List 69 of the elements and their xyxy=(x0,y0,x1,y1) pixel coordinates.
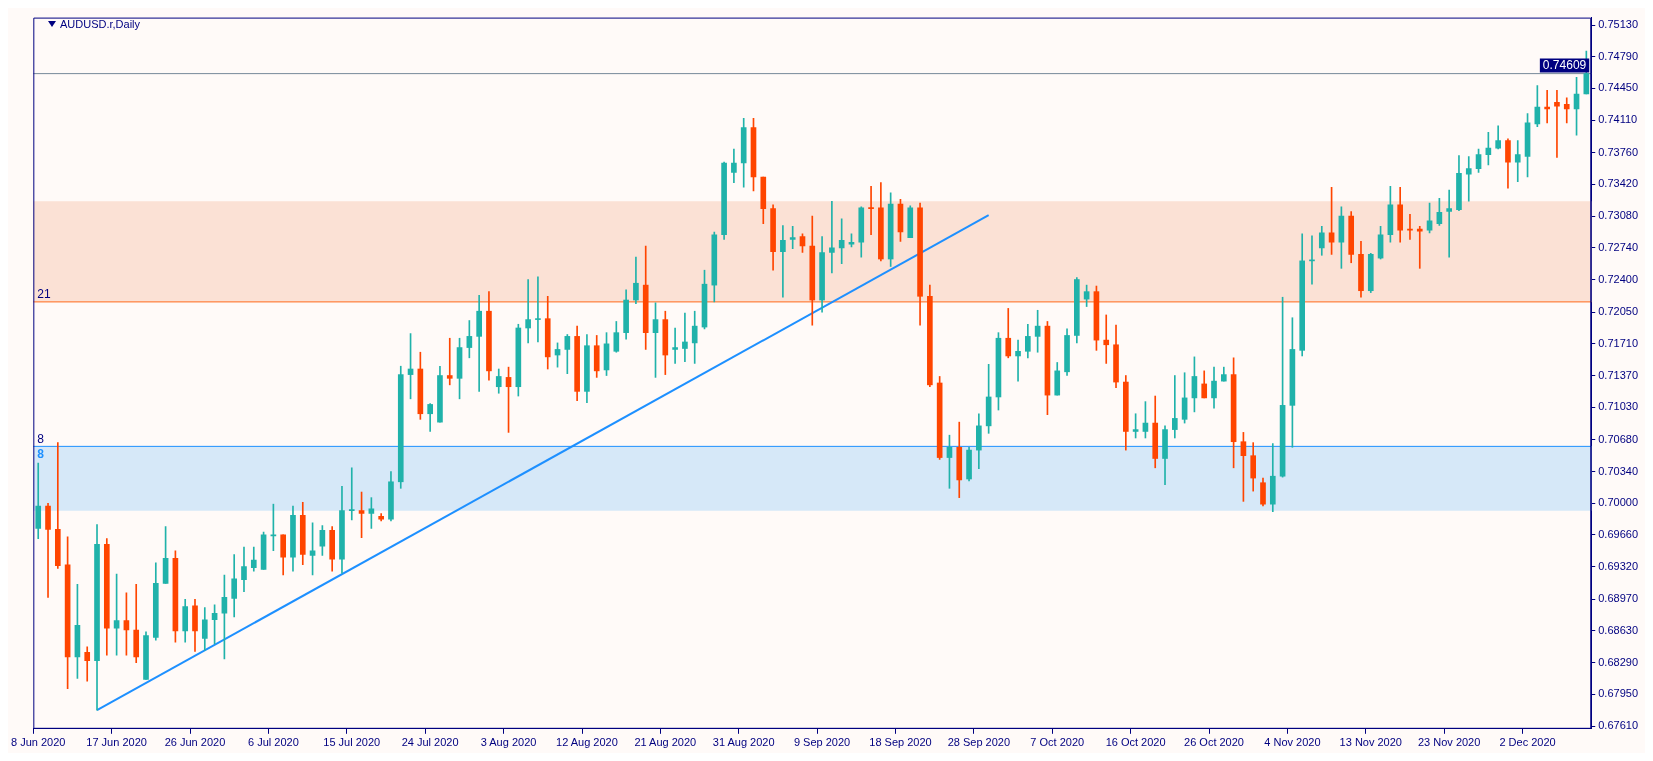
band-label: 8 xyxy=(37,446,45,461)
y-tick-label: 0.72740 xyxy=(1598,240,1638,253)
x-tick-label: 8 Jun 2020 xyxy=(11,736,66,749)
candlestick xyxy=(780,225,786,298)
y-tick-label: 0.71030 xyxy=(1598,400,1638,413)
candlestick xyxy=(525,279,531,344)
chart-title: AUDUSD.r,Daily xyxy=(60,18,141,30)
candlestick xyxy=(1171,375,1178,439)
y-tick-label: 0.68290 xyxy=(1598,655,1638,668)
y-tick-label: 0.74450 xyxy=(1598,81,1638,94)
y-tick-label: 0.70340 xyxy=(1598,464,1638,477)
y-tick-label: 0.69320 xyxy=(1598,559,1638,572)
candlestick xyxy=(446,337,453,386)
candlestick xyxy=(829,200,835,274)
x-tick-label: 12 Aug 2020 xyxy=(556,736,618,749)
x-tick-label: 9 Sep 2020 xyxy=(793,736,851,749)
x-tick-label: 15 Jul 2020 xyxy=(323,736,381,749)
y-tick-label: 0.67610 xyxy=(1598,719,1638,732)
x-tick-label: 6 Jul 2020 xyxy=(248,736,299,749)
x-tick-label: 13 Nov 2020 xyxy=(1339,736,1402,749)
candlestick xyxy=(1514,140,1521,182)
candlestick xyxy=(84,646,91,682)
y-tick-label: 0.73080 xyxy=(1598,209,1638,222)
y-tick-label: 0.70680 xyxy=(1598,432,1638,445)
y-tick-label: 0.67950 xyxy=(1598,687,1638,700)
candlestick xyxy=(1563,97,1570,124)
x-tick-label: 23 Nov 2020 xyxy=(1417,736,1481,749)
y-tick-label: 0.74110 xyxy=(1598,113,1638,126)
y-tick-label: 0.69660 xyxy=(1598,527,1638,540)
x-tick-label: 24 Jul 2020 xyxy=(401,736,459,749)
y-tick-label: 0.71710 xyxy=(1598,336,1638,349)
x-tick-label: 21 Aug 2020 xyxy=(634,736,697,749)
y-tick-label: 0.72400 xyxy=(1598,272,1638,285)
candlestick xyxy=(789,226,796,250)
y-tick-label: 0.71370 xyxy=(1598,368,1638,381)
candlestick xyxy=(45,502,51,598)
candlestick xyxy=(1015,339,1021,382)
x-tick-label: 31 Aug 2020 xyxy=(712,736,775,749)
x-tick-label: 28 Sep 2020 xyxy=(947,736,1011,749)
annotation: 21 xyxy=(37,287,51,302)
annotation: 8 xyxy=(37,431,45,446)
candlestick xyxy=(868,185,874,236)
candlestick xyxy=(535,276,541,343)
candlestick xyxy=(1446,189,1452,258)
y-tick-label: 0.74790 xyxy=(1598,49,1638,62)
x-tick-label: 2 Dec 2020 xyxy=(1499,736,1556,749)
y-tick-label: 0.75130 xyxy=(1598,18,1638,31)
x-tick-label: 16 Oct 2020 xyxy=(1105,736,1166,749)
candlestick xyxy=(672,327,678,364)
candlestick xyxy=(1103,314,1110,364)
x-tick-label: 3 Aug 2020 xyxy=(480,736,537,749)
x-tick-label: 7 Oct 2020 xyxy=(1030,736,1085,749)
candlestick xyxy=(1554,89,1560,158)
y-tick-label: 0.68630 xyxy=(1598,623,1638,636)
ref-line-label: 0.74609 xyxy=(1542,57,1587,72)
candlestick xyxy=(838,218,845,265)
x-tick-label: 18 Sep 2020 xyxy=(869,736,932,749)
y-tick-label: 0.70000 xyxy=(1598,496,1638,509)
x-tick-label: 17 Jun 2020 xyxy=(86,736,147,749)
candlestick xyxy=(1465,156,1472,202)
y-tick-label: 0.68970 xyxy=(1598,592,1638,605)
x-tick-label: 26 Oct 2020 xyxy=(1184,736,1244,749)
x-tick-label: 4 Nov 2020 xyxy=(1264,736,1321,749)
y-tick-label: 0.73760 xyxy=(1598,145,1638,158)
x-tick-label: 26 Jun 2020 xyxy=(164,736,226,749)
y-tick-label: 0.73420 xyxy=(1598,177,1638,190)
y-tick-label: 0.72050 xyxy=(1598,305,1638,318)
candlestick xyxy=(682,312,688,362)
candlestick xyxy=(348,467,355,521)
